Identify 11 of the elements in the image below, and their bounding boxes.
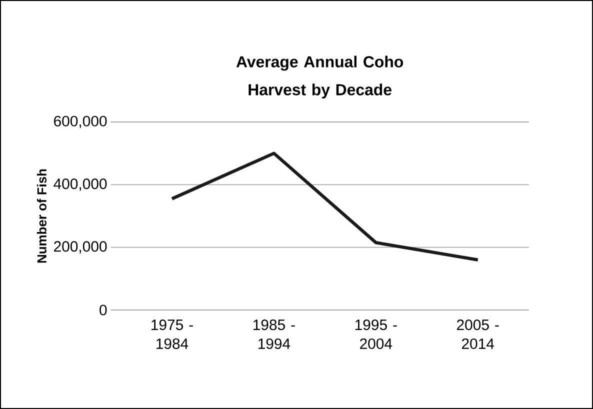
x-tick-label: 1995 - 2004	[355, 320, 397, 350]
y-tick-label: 400,000	[54, 178, 107, 191]
y-tick-label: 600,000	[54, 116, 107, 128]
y-axis-title: Number of Fish	[36, 169, 46, 263]
line-series	[170, 152, 480, 262]
x-tick-label: 1985 - 1994	[253, 320, 295, 350]
x-tick-label: 2005 - 2014	[457, 320, 499, 350]
y-tick-label: 200,000	[54, 241, 107, 254]
y-tick-label: 0	[100, 304, 107, 316]
x-tick-label: 1975 - 1984	[152, 320, 193, 350]
chart-title: Average Annual Coho Harvest by Decade	[236, 56, 404, 99]
